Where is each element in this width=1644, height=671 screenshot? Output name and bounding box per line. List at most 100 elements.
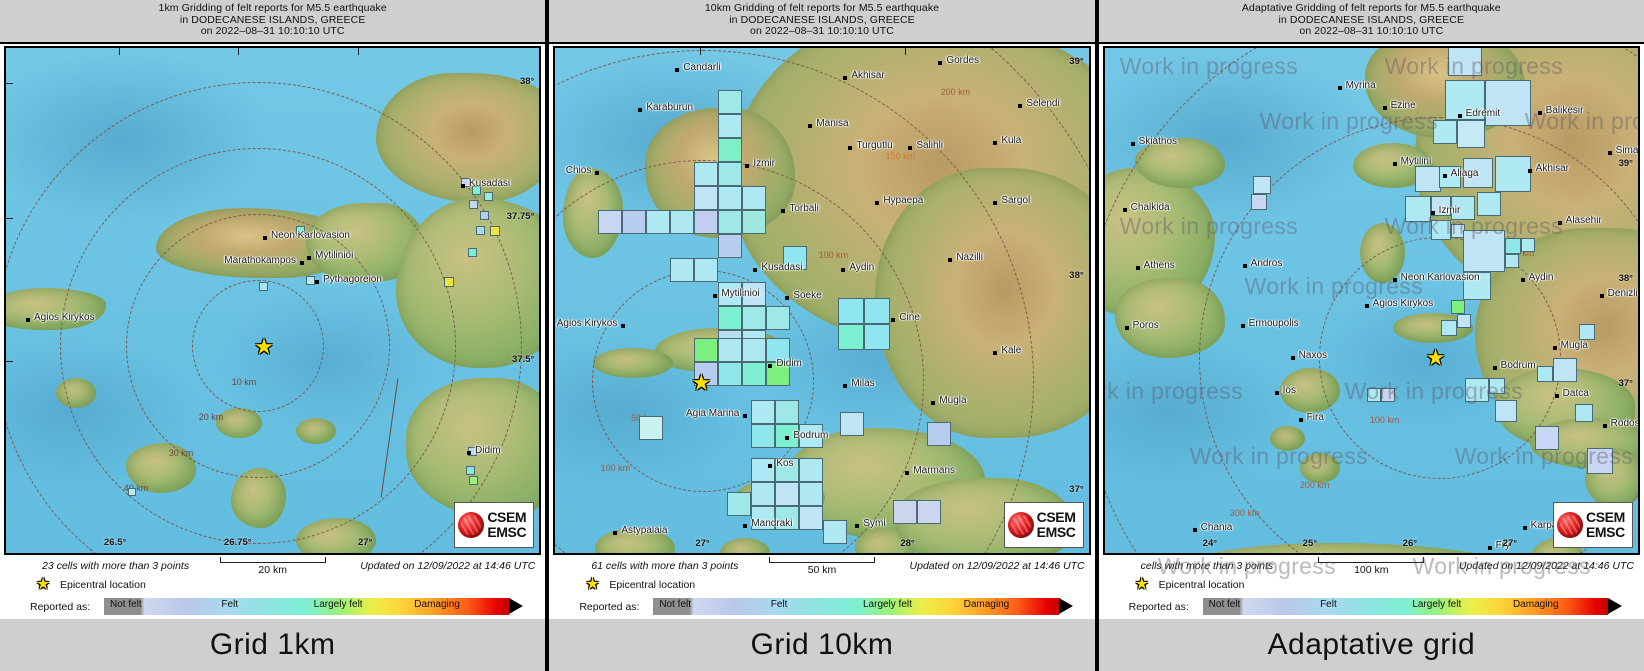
grid-cell [742,361,767,386]
ring-label-100km-sw: 100 km [1369,414,1400,425]
logo-line-1: CSEM [1036,508,1076,525]
axis-tick [119,47,120,55]
lon-label: 27° [1502,537,1518,549]
axis-tick [6,360,13,362]
scale-bar-line [768,556,875,563]
lon-label: 26.75° [224,536,252,548]
adaptive-cell [1586,447,1613,474]
panel-caption: Grid 10km [549,618,1095,671]
emsc-logo: CSEM EMSC [1552,501,1633,548]
ring-label-200km: 200 km [1299,479,1330,490]
landmass-ios [1269,425,1305,451]
intensity-label-largely-felt: Largely felt [1412,598,1462,610]
legend-1km: 23 cells with more than 3 points 20 km U… [4,554,542,619]
intensity-label-not-felt: Not felt [110,598,142,610]
epicenter-legend-label: Epicentral location [60,578,146,591]
watermark: Work in progress [1244,272,1423,299]
map-10km[interactable]: 50 km 100 km 150 km 200 km 100 km [553,45,1091,555]
lat-label: 38° [1069,269,1084,281]
lon-label: 24° [1202,537,1218,549]
map-1km[interactable]: 10 km 20 km 30 km 40 km [4,45,542,555]
adaptive-cell [1440,319,1457,336]
adaptive-cell [1494,399,1517,422]
grid-cell [694,257,719,282]
intensity-gradient [1202,597,1608,615]
grid-cell [799,457,824,482]
ring-label-100km: 100 km [818,249,849,260]
legend-10km: 61 cells with more than 3 points 50 km U… [553,554,1091,619]
scale-bar: 100 km [1318,556,1425,576]
adaptive-cell [1456,313,1471,328]
grid-cell [799,423,824,448]
ring-label-200km: 200 km [940,86,971,97]
lat-label: 38° [519,75,535,87]
grid-cell [775,481,800,506]
landmass-ikaria [593,347,674,378]
felt-cell [469,199,478,209]
epicenter-legend-icon: ★ [36,575,51,593]
grid-cell [694,161,719,186]
watermark: Work in progress [1119,212,1298,239]
adaptive-cell [1432,119,1457,144]
felt-cell [296,225,305,235]
felt-cell [468,247,477,257]
grid-cell [751,457,776,482]
adaptive-cell [1484,79,1531,126]
panel-title-line-3: on 2022–08–31 10:10:10 UTC [750,25,894,37]
panel-grid-10km: 10km Gridding of felt reports for M5.5 e… [549,0,1099,671]
axis-tick [358,47,359,55]
grid-cell [783,245,808,270]
felt-cell [476,225,485,235]
panel-title-line-1: 1km Gridding of felt reports for M5.5 ea… [158,2,387,14]
axis-tick [6,217,13,219]
grid-cell [864,297,891,324]
panel-caption-text: Grid 1km [209,627,336,661]
reported-as-label: Reported as: [579,600,640,613]
watermark: Work in progress [1384,52,1563,79]
watermark: Work in progress [1344,377,1523,404]
grid-cell [742,185,767,210]
felt-cell [466,465,475,475]
grid-cell [639,415,664,440]
lat-label: 37.5° [512,353,535,365]
grid-cell [775,505,800,530]
felt-cell [480,210,489,220]
map-adaptative[interactable]: 100 km 100 km 200 km 300 km [1102,45,1640,555]
lat-label: 37° [1069,483,1084,495]
grid-cell [742,209,767,234]
panel-title-line-2: in DODECANESE ISLANDS, GREECE [1278,13,1465,26]
felt-cell [259,281,268,291]
grid-cell [864,323,891,350]
scale-bar-line [1318,556,1425,563]
panel-caption-text: Adaptative grid [1267,627,1476,661]
intensity-label-felt: Felt [221,598,239,610]
felt-cell [461,177,470,187]
grid-cell [927,421,952,446]
landmass-evia [1134,137,1225,188]
adaptive-cell [1504,253,1519,268]
grid-cell [718,305,743,330]
adaptive-cell [1488,377,1505,394]
emsc-logo: CSEM EMSC [1003,501,1084,548]
grid-cell [893,499,918,524]
landmass-naxos [1279,367,1340,413]
ring-label-30km: 30 km [168,447,194,458]
axis-tick [238,47,239,55]
logo-line-1: CSEM [487,508,527,525]
panel-title: 10km Gridding of felt reports for M5.5 e… [549,0,1095,44]
globe-icon [1007,511,1034,538]
landmass-patmos [126,442,196,493]
adaptive-cell [1464,377,1489,402]
adaptive-cell [1462,229,1505,272]
landmass-chios [1359,222,1405,283]
landmass-kalymnos [296,517,376,553]
reported-as-label: Reported as: [1128,600,1189,613]
grid-cell [646,209,671,234]
lat-label: 37.75° [506,210,535,222]
watermark: Work in progress [1119,52,1298,79]
intensity-arrow-tip [509,597,524,614]
axis-tick [905,47,907,55]
updated-text: Updated on 12/09/2022 at 14:46 UTC [1458,559,1634,572]
intensity-gradient [653,597,1059,615]
